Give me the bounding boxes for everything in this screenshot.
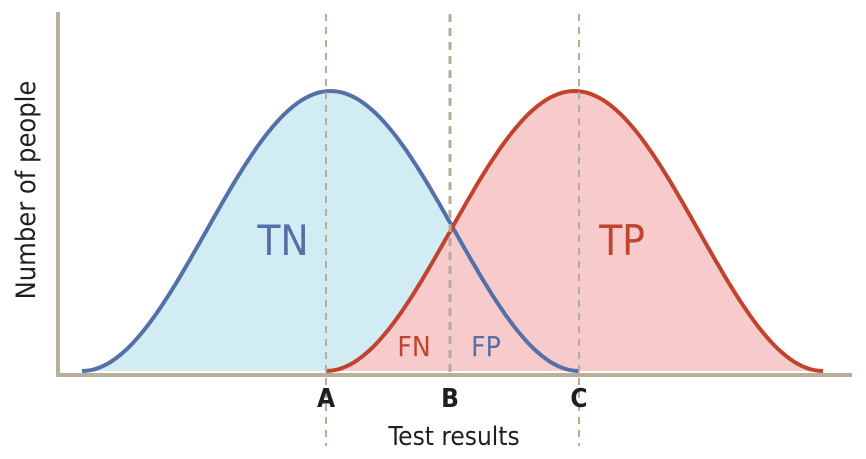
fp-label: FP (471, 330, 501, 363)
cutoff-a-label: A (317, 384, 335, 414)
tn-label: TN (256, 216, 308, 265)
cutoff-c-label: C (570, 384, 587, 414)
x-axis-title: Test results (387, 422, 519, 452)
tp-label: TP (598, 216, 645, 265)
y-axis-title: Number of people (11, 81, 42, 300)
fn-label: FN (397, 330, 430, 363)
cutoff-b-label: B (441, 384, 459, 414)
